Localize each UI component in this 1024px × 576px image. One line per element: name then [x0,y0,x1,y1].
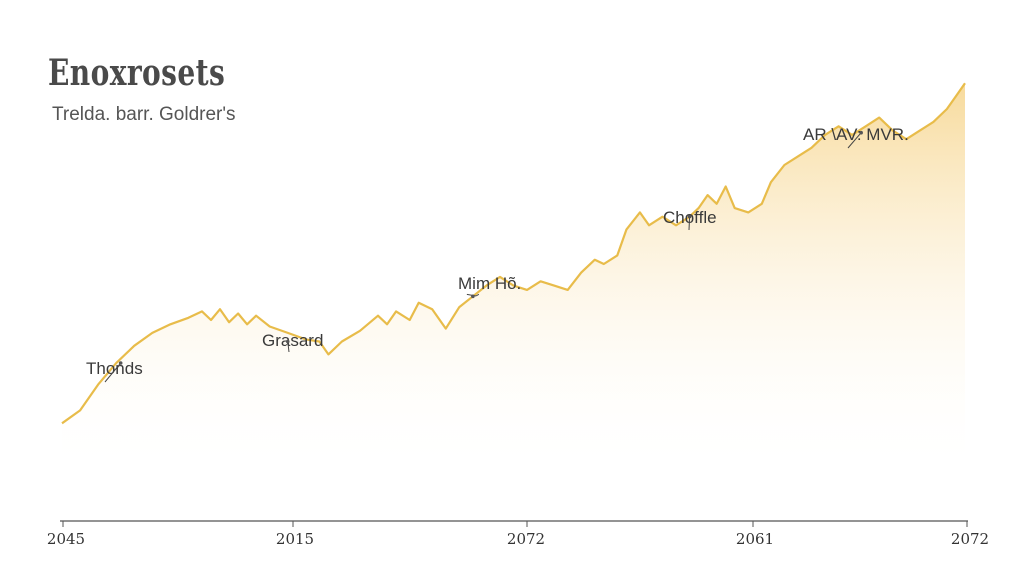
series-line [61,82,966,425]
annotation-label: Mim Hõ. [458,274,521,293]
annotation-leader [688,216,691,231]
x-tick-label: 2061 [736,530,774,548]
x-tick-label: 2072 [507,530,545,548]
x-axis: 2045 2015 2072 2061 2072 [47,520,989,548]
x-tick-label: 2072 [951,530,989,548]
series-area [62,83,965,475]
annotation-leader [104,362,122,383]
annotation-leader [847,132,862,149]
annotation-label: Grasard [262,331,323,350]
chart-subtitle: Trelda. barr. Goldrer's [52,104,236,125]
chart-title: Enoxrosets [48,52,226,94]
annotation-leader [475,293,480,297]
annotation-label: Thonds [86,359,143,378]
annotation-marker [687,214,692,219]
x-tick-label: 2015 [276,530,314,548]
annotation-marker [285,339,290,344]
plot-layer [61,82,966,475]
annotation-label: AR \AV: MVR. [803,125,909,144]
annotation-marker [471,294,475,299]
annotation-marker [859,130,863,135]
x-tick-label: 2045 [47,530,85,548]
annotation-marker [118,361,123,365]
